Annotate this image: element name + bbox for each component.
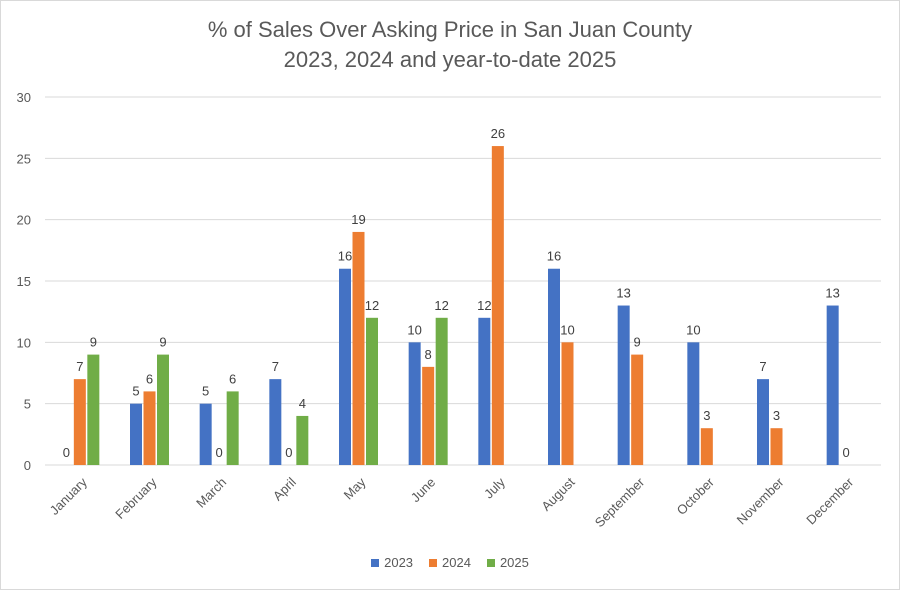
- x-tick-label: June: [408, 475, 439, 506]
- x-tick-label: September: [592, 474, 648, 530]
- legend-swatch: [371, 558, 380, 567]
- bar-2023: [548, 268, 560, 465]
- bar-2023: [826, 305, 839, 465]
- data-label: 7: [76, 359, 83, 374]
- x-tick-label: August: [538, 474, 577, 513]
- data-label: 7: [272, 359, 279, 374]
- bar-2023: [757, 379, 769, 465]
- bar-2023: [269, 379, 282, 465]
- data-label: 13: [825, 286, 839, 301]
- data-label: 6: [229, 371, 236, 386]
- y-tick-label: 30: [17, 90, 31, 105]
- data-label: 9: [90, 335, 97, 350]
- legend-label: 2023: [384, 555, 414, 570]
- bar-2025: [435, 317, 448, 465]
- bar-2024: [491, 146, 504, 466]
- data-label: 12: [434, 298, 448, 313]
- bar-2024: [770, 428, 783, 465]
- data-label: 16: [547, 249, 561, 264]
- bar-2023: [339, 268, 351, 465]
- bar-2023: [687, 342, 700, 465]
- bar-2024: [352, 231, 365, 465]
- data-label: 6: [146, 371, 153, 386]
- bar-2023: [478, 317, 491, 465]
- x-tick-label: May: [341, 474, 369, 502]
- bar-2024: [73, 379, 86, 465]
- legend-item-2023: 2023: [371, 555, 413, 570]
- bar-2024: [422, 366, 435, 465]
- bar-2025: [157, 354, 169, 465]
- data-label: 26: [491, 126, 505, 141]
- data-label: 13: [616, 286, 630, 301]
- x-tick-label: July: [481, 474, 508, 501]
- y-tick-label: 10: [17, 335, 31, 350]
- x-tick-label: October: [674, 474, 718, 518]
- y-tick-label: 25: [17, 151, 31, 166]
- chart-title: % of Sales Over Asking Price in San Juan…: [207, 17, 693, 42]
- data-label: 10: [686, 322, 700, 337]
- data-label: 0: [843, 445, 850, 460]
- legend-swatch: [486, 558, 495, 567]
- legend-label: 2024: [442, 555, 471, 570]
- data-label: 5: [202, 384, 209, 399]
- legend-label: 2025: [499, 555, 529, 570]
- y-tick-label: 0: [24, 458, 31, 473]
- data-label: 0: [285, 445, 292, 460]
- x-tick-label: January: [47, 474, 91, 518]
- bar-2024: [561, 342, 574, 465]
- bar-2023: [408, 342, 421, 465]
- data-label: 3: [773, 408, 780, 423]
- legend-swatch: [429, 558, 438, 567]
- bar-2025: [87, 354, 100, 465]
- y-tick-label: 20: [17, 213, 31, 228]
- x-tick-label: December: [803, 474, 856, 527]
- y-tick-label: 15: [17, 274, 31, 289]
- chart-legend: 2023 2024 2025: [1, 555, 899, 570]
- data-label: 10: [560, 322, 574, 337]
- bar-2024: [143, 391, 156, 465]
- data-label: 19: [351, 212, 365, 227]
- y-tick-label: 5: [24, 397, 31, 412]
- data-label: 5: [132, 384, 139, 399]
- data-label: 4: [299, 396, 306, 411]
- data-label: 7: [759, 359, 766, 374]
- legend-item-2024: 2024: [429, 555, 471, 570]
- chart-subtitle: 2023, 2024 and year-to-date 2025: [283, 47, 617, 72]
- data-label: 12: [365, 298, 379, 313]
- data-label: 16: [338, 249, 352, 264]
- chart-title-block: % of Sales Over Asking Price in San Juan…: [1, 15, 899, 75]
- x-tick-label: February: [112, 474, 160, 522]
- data-label: 0: [63, 445, 70, 460]
- data-label: 3: [703, 408, 710, 423]
- data-label: 8: [425, 347, 432, 362]
- bar-2023: [199, 403, 212, 465]
- bar-2024: [700, 428, 713, 465]
- data-label: 9: [634, 335, 641, 350]
- data-label: 12: [477, 298, 491, 313]
- legend-item-2025: 2025: [486, 555, 529, 570]
- bar-2025: [296, 415, 309, 465]
- bar-2025: [366, 317, 378, 465]
- x-tick-label: April: [270, 474, 299, 503]
- x-tick-label: March: [193, 475, 229, 511]
- data-label: 10: [407, 322, 421, 337]
- data-label: 0: [216, 445, 223, 460]
- bar-2023: [617, 305, 630, 465]
- bar-2023: [130, 403, 142, 465]
- bar-2025: [226, 391, 239, 465]
- x-tick-label: November: [734, 474, 787, 527]
- bar-2024: [631, 354, 644, 465]
- data-label: 9: [159, 335, 166, 350]
